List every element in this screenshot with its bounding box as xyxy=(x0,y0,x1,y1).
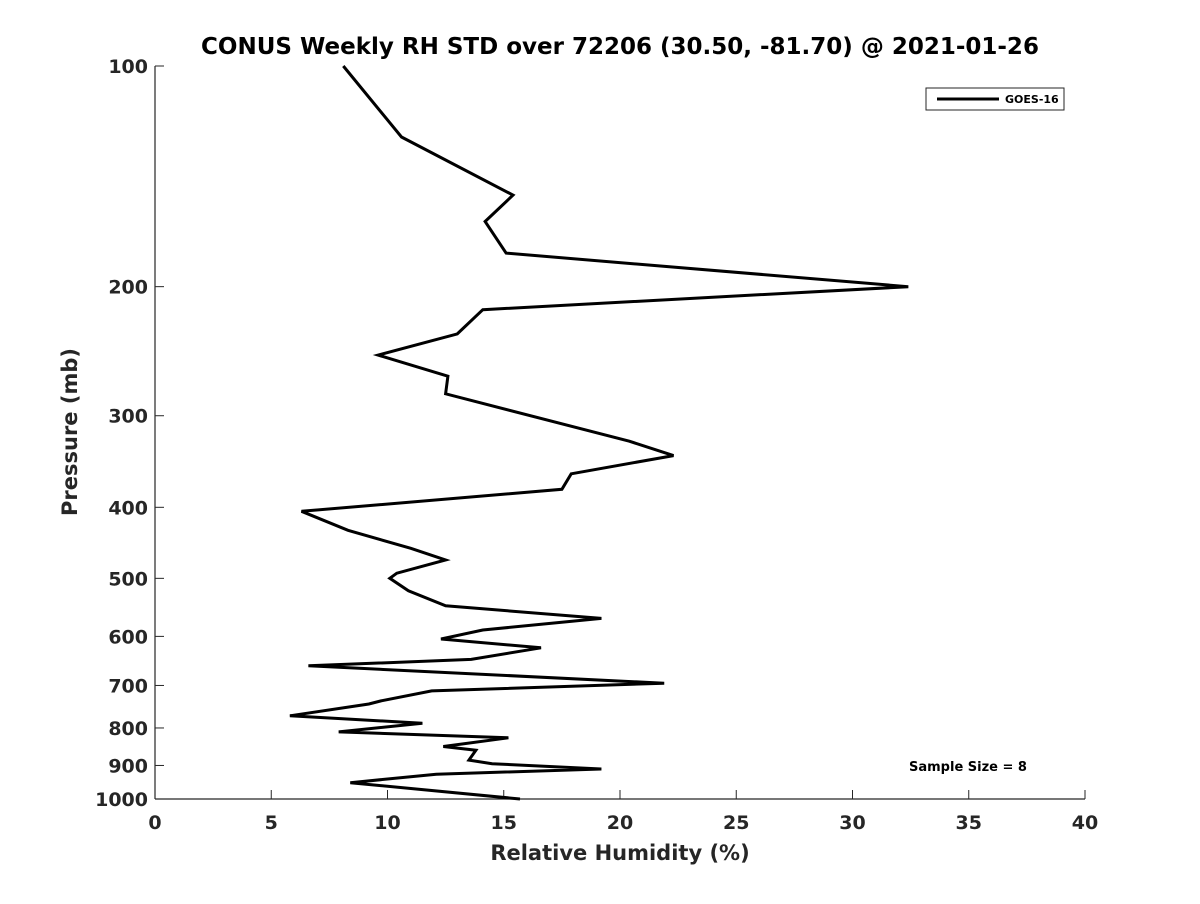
data-point xyxy=(457,333,459,335)
y-tick-label: 600 xyxy=(108,626,148,648)
y-tick-label: 1000 xyxy=(95,789,148,811)
data-point xyxy=(601,618,603,620)
data-point xyxy=(377,354,379,356)
data-point xyxy=(505,252,507,254)
x-axis-label: Relative Humidity (%) xyxy=(490,841,749,865)
data-point xyxy=(338,731,340,733)
x-tick-label: 10 xyxy=(374,812,400,834)
y-tick-label: 200 xyxy=(108,277,148,299)
data-point xyxy=(484,221,486,223)
data-point xyxy=(629,440,631,442)
x-tick-label: 20 xyxy=(607,812,633,834)
data-point xyxy=(436,773,438,775)
data-point xyxy=(447,375,449,377)
x-tick-label: 25 xyxy=(723,812,749,834)
data-point xyxy=(475,749,477,751)
chart-title: CONUS Weekly RH STD over 72206 (30.50, -… xyxy=(201,34,1039,60)
data-point xyxy=(482,629,484,631)
series-line-goes-16 xyxy=(289,65,909,801)
x-tick-label: 0 xyxy=(148,812,161,834)
data-point xyxy=(343,65,345,67)
y-axis-label: Pressure (mb) xyxy=(58,348,82,516)
legend-label-goes-16: GOES-16 xyxy=(1005,93,1059,106)
data-point xyxy=(482,309,484,311)
y-tick-label: 500 xyxy=(108,568,148,590)
x-tick-label: 40 xyxy=(1072,812,1098,834)
data-point xyxy=(601,768,603,770)
data-point xyxy=(470,659,472,661)
data-point xyxy=(570,473,572,475)
sample-size-annotation: Sample Size = 8 xyxy=(909,760,1027,775)
data-point xyxy=(431,690,433,692)
y-tick-label: 400 xyxy=(108,497,148,519)
data-point xyxy=(561,489,563,491)
data-point xyxy=(368,703,370,705)
data-point xyxy=(401,136,403,138)
data-point xyxy=(491,763,493,765)
data-point xyxy=(908,286,910,288)
data-point xyxy=(380,700,382,702)
data-point xyxy=(308,665,310,667)
data-point xyxy=(301,511,303,513)
data-point xyxy=(396,572,398,574)
x-tick-label: 30 xyxy=(839,812,865,834)
series-layer xyxy=(289,65,910,801)
plot-area xyxy=(155,66,1085,799)
axes: 0 5 10 15 20 25 30 35 40 100 200 300 400 500 600 700 800… xyxy=(95,56,1098,834)
data-point xyxy=(443,746,445,748)
data-point xyxy=(445,605,447,607)
y-tick-label: 900 xyxy=(108,755,148,777)
x-tick-label: 15 xyxy=(491,812,517,834)
y-tick-label: 300 xyxy=(108,406,148,428)
data-point xyxy=(468,759,470,761)
data-point xyxy=(440,638,442,640)
data-point xyxy=(445,559,447,561)
data-point xyxy=(519,798,521,800)
data-point xyxy=(673,455,675,457)
x-tick-label: 35 xyxy=(956,812,982,834)
data-point xyxy=(508,737,510,739)
legend: GOES-16 xyxy=(925,87,1065,111)
data-point xyxy=(663,682,665,684)
data-point xyxy=(445,393,447,395)
data-point xyxy=(347,530,349,532)
y-tick-label: 800 xyxy=(108,718,148,740)
data-point xyxy=(350,782,352,784)
data-point xyxy=(408,590,410,592)
data-point xyxy=(540,647,542,649)
data-point xyxy=(422,722,424,724)
data-point xyxy=(289,715,291,717)
data-point xyxy=(410,548,412,550)
y-tick-label: 100 xyxy=(108,56,148,78)
data-point xyxy=(512,194,514,196)
x-tick-label: 5 xyxy=(265,812,278,834)
data-point xyxy=(389,578,391,580)
y-tick-label: 700 xyxy=(108,675,148,697)
